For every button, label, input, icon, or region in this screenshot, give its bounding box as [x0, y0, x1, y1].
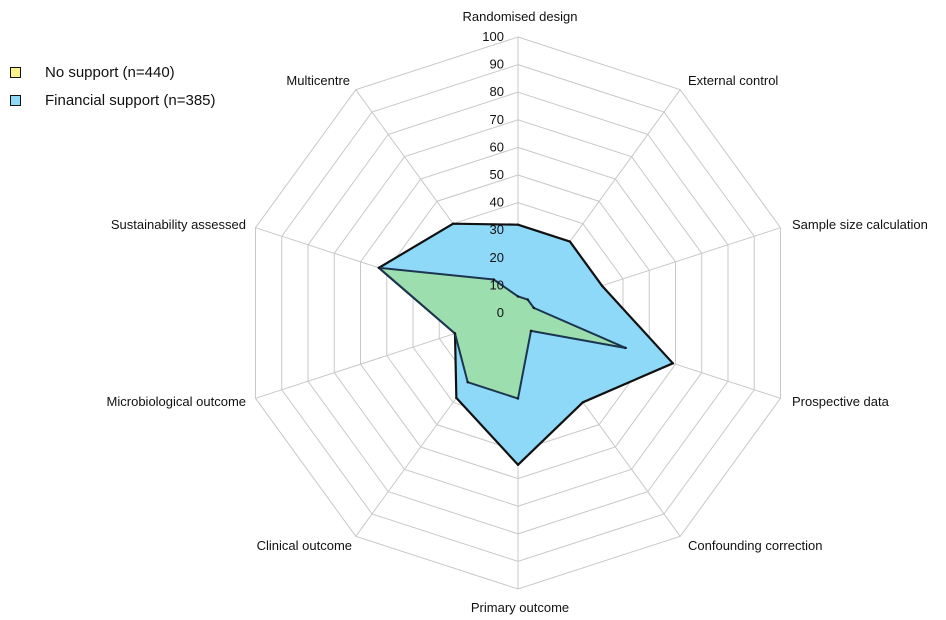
- tick-label-50: 50: [490, 167, 504, 182]
- tick-label-80: 80: [490, 84, 504, 99]
- axis-label-multicentre: Multicentre: [286, 73, 350, 88]
- legend-swatch-no-support: [10, 66, 21, 78]
- axis-label-sample-size-calculation: Sample size calculation: [792, 217, 928, 232]
- point-no-support-primary-outcome: [516, 397, 520, 400]
- axis-label-clinical-outcome: Clinical outcome: [257, 538, 352, 553]
- radial-tick-labels: 0 10 20 30 40 50 60 70 80 90 100: [482, 29, 504, 320]
- point-financial-support-multicentre: [451, 222, 455, 225]
- tick-label-0: 0: [497, 305, 504, 320]
- axis-label-external-control: External control: [688, 73, 778, 88]
- tick-label-70: 70: [490, 112, 504, 127]
- point-financial-support-primary-outcome: [516, 463, 520, 466]
- point-no-support-prospective-data: [624, 346, 627, 350]
- legend-label-financial-support: Financial support (n=385): [45, 91, 216, 109]
- legend-item-financial-support: Financial support (n=385): [10, 86, 216, 114]
- legend: No support (n=440) Financial support (n=…: [10, 58, 216, 114]
- axis-label-randomised-design: Randomised design: [463, 9, 578, 24]
- axis-label-microbiological-outcome: Microbiological outcome: [107, 394, 246, 409]
- tick-label-40: 40: [490, 195, 504, 210]
- legend-item-no-support: No support (n=440): [10, 58, 216, 86]
- axis-label-prospective-data: Prospective data: [792, 394, 890, 409]
- axis-category-labels: Randomised design External control Sample …: [107, 9, 928, 615]
- point-financial-support-randomised-design: [516, 223, 520, 226]
- point-no-support-external-control: [526, 298, 529, 301]
- point-financial-support-sustainability-assessed: [377, 266, 381, 269]
- point-no-support-sample-size-calculation: [532, 306, 535, 310]
- axis-label-primary-outcome: Primary outcome: [471, 600, 569, 615]
- point-no-support-confounding-correction: [529, 329, 533, 333]
- tick-label-10: 10: [490, 277, 504, 292]
- point-no-support-randomised-design: [516, 295, 520, 298]
- tick-label-20: 20: [490, 250, 504, 265]
- tick-label-90: 90: [490, 57, 504, 72]
- legend-label-no-support: No support (n=440): [45, 63, 175, 81]
- tick-label-100: 100: [482, 29, 504, 44]
- axis-label-sustainability-assessed: Sustainability assessed: [111, 217, 246, 232]
- point-financial-support-microbiological-outcome: [453, 332, 457, 335]
- point-financial-support-external-control: [568, 240, 572, 243]
- tick-label-60: 60: [490, 139, 504, 154]
- axis-label-confounding-correction: Confounding correction: [688, 538, 822, 553]
- point-no-support-clinical-outcome: [466, 381, 469, 384]
- point-financial-support-prospective-data: [671, 362, 675, 365]
- legend-swatch-financial-support: [10, 94, 21, 106]
- point-no-support-multicentre: [492, 278, 495, 281]
- point-financial-support-clinical-outcome: [455, 396, 458, 400]
- tick-label-30: 30: [490, 222, 504, 237]
- radar-series: [377, 222, 675, 466]
- point-financial-support-confounding-correction: [581, 401, 585, 404]
- point-financial-support-sample-size-calculation: [600, 284, 604, 287]
